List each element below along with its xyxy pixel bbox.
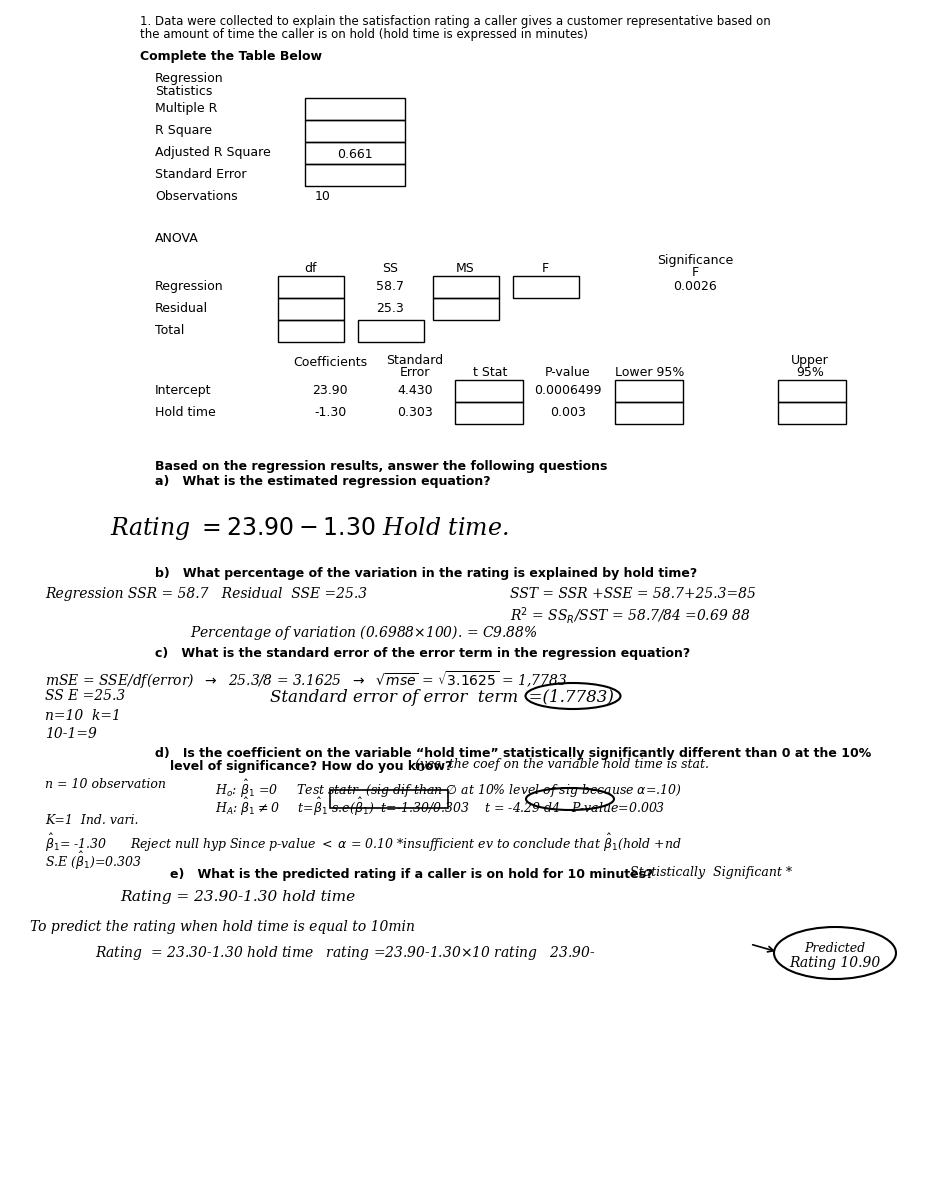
Text: H$_o$: $\hat{\beta}$$_1$ =0     Test statr  (sig dif than $\emptyset$ at 10% lev: H$_o$: $\hat{\beta}$$_1$ =0 Test statr (… [215, 778, 682, 800]
Text: P-value: P-value [545, 366, 591, 379]
Text: Standard: Standard [386, 354, 444, 367]
Text: Multiple R: Multiple R [155, 102, 218, 115]
Text: Rating = 23.90-1.30 hold time: Rating = 23.90-1.30 hold time [120, 890, 355, 904]
Text: 0.303: 0.303 [397, 406, 433, 419]
Text: ANOVA: ANOVA [155, 232, 199, 245]
Text: c)   What is the standard error of the error term in the regression equation?: c) What is the standard error of the err… [155, 647, 691, 660]
Text: SS E =25.3: SS E =25.3 [45, 689, 125, 703]
Text: $\hat{\beta}$$_1$= -1.30: $\hat{\beta}$$_1$= -1.30 [45, 832, 107, 854]
Text: Adjusted R Square: Adjusted R Square [155, 146, 271, 158]
Text: d)   Is the coefficient on the variable “hold time” statistically significantly : d) Is the coefficient on the variable “h… [155, 746, 871, 760]
Text: Rating $=23.90-1.30$ Hold time.: Rating $=23.90-1.30$ Hold time. [110, 515, 509, 542]
Text: 58.7: 58.7 [376, 280, 404, 293]
Bar [778, 380, 846, 402]
Text: level of significance? How do you know?: level of significance? How do you know? [170, 760, 452, 773]
Text: SS: SS [382, 262, 398, 275]
Text: Coefficients: Coefficients [293, 356, 367, 370]
Text: 23.90: 23.90 [312, 384, 348, 397]
Text: SST = SSR +SSE = 58.7+25.3=85: SST = SSR +SSE = 58.7+25.3=85 [510, 587, 756, 601]
Text: n=10  k=1: n=10 k=1 [45, 709, 121, 722]
Text: n = 10 observation: n = 10 observation [45, 778, 166, 791]
Text: Rating 10.90: Rating 10.90 [789, 956, 881, 970]
Text: e)   What is the predicted rating if a caller is on hold for 10 minutes?: e) What is the predicted rating if a cal… [170, 868, 654, 881]
Text: S.E ($\hat{\beta}$$_1$)=0.303: S.E ($\hat{\beta}$$_1$)=0.303 [45, 850, 142, 872]
Bar [305, 164, 405, 186]
Text: Intercept: Intercept [155, 384, 212, 397]
Text: t Stat: t Stat [473, 366, 507, 379]
Text: df: df [304, 262, 316, 275]
Bar [278, 320, 344, 342]
Text: Error: Error [400, 366, 430, 379]
Text: Regression: Regression [155, 280, 223, 293]
Text: -1.30: -1.30 [314, 406, 346, 419]
Text: Based on the regression results, answer the following questions: Based on the regression results, answer … [155, 460, 607, 473]
Text: 0.661: 0.661 [337, 148, 373, 161]
Text: Observations: Observations [155, 190, 237, 203]
Bar [305, 98, 405, 120]
Text: Standard Error: Standard Error [155, 168, 247, 181]
Text: R$^2$ = SS$_R$/SST = 58.7/84 =0.69 88: R$^2$ = SS$_R$/SST = 58.7/84 =0.69 88 [510, 605, 750, 626]
Text: Statistics: Statistics [155, 85, 212, 98]
Bar [330, 790, 448, 808]
Text: 0.0026: 0.0026 [674, 280, 717, 293]
Text: Standard error of error  term  =(1.7783): Standard error of error term =(1.7783) [270, 689, 614, 706]
Bar [615, 380, 683, 402]
Text: a)   What is the estimated regression equation?: a) What is the estimated regression equa… [155, 475, 491, 488]
Bar [305, 120, 405, 142]
Text: Predicted: Predicted [804, 942, 866, 955]
Text: H$_A$: $\hat{\beta}$$_1\neq$0     t=$\hat{\beta}$$_1$ s.e($\hat{\beta}$$_1$)  t=: H$_A$: $\hat{\beta}$$_1\neq$0 t=$\hat{\b… [215, 796, 665, 818]
Text: 0.003: 0.003 [550, 406, 586, 419]
Text: F: F [692, 266, 698, 278]
Text: 10-1=9: 10-1=9 [45, 727, 96, 740]
Bar [433, 298, 499, 320]
Text: 4.430: 4.430 [397, 384, 433, 397]
Text: Complete the Table Below: Complete the Table Below [140, 50, 322, 62]
Bar [513, 276, 579, 298]
Text: b)   What percentage of the variation in the rating is explained by hold time?: b) What percentage of the variation in t… [155, 566, 697, 580]
Text: 1. Data were collected to explain the satisfaction rating a caller gives a custo: 1. Data were collected to explain the sa… [140, 14, 771, 28]
Text: Total: Total [155, 324, 184, 337]
Bar [278, 276, 344, 298]
Bar [278, 298, 344, 320]
Bar [455, 380, 523, 402]
Bar [778, 402, 846, 424]
Text: K=1  Ind. vari.: K=1 Ind. vari. [45, 814, 138, 827]
Text: Reject null hyp Since p-value $<$ $\alpha$ = 0.10 *insufficient ev to conclude t: Reject null hyp Since p-value $<$ $\alph… [130, 832, 682, 854]
Text: 95%: 95% [797, 366, 824, 379]
Bar [305, 142, 405, 164]
Text: R Square: R Square [155, 124, 212, 137]
Text: Percentage of variation (0.6988$\times$100). = C9.88%: Percentage of variation (0.6988$\times$1… [190, 623, 537, 642]
Bar [358, 320, 424, 342]
Text: mSE = SSE/df(error)  $\rightarrow$  25.3/8 = 3.1625  $\rightarrow$  $\sqrt{mse}$: mSE = SSE/df(error) $\rightarrow$ 25.3/8… [45, 670, 568, 691]
Text: To predict the rating when hold time is equal to 10min: To predict the rating when hold time is … [30, 920, 415, 934]
Text: Regression: Regression [155, 72, 223, 85]
Text: 0.0006499: 0.0006499 [534, 384, 602, 397]
Text: Statistically  Significant *: Statistically Significant * [630, 866, 792, 878]
Text: (yes, the coef on the variable hold time is stat.: (yes, the coef on the variable hold time… [415, 758, 709, 770]
Text: Upper: Upper [791, 354, 829, 367]
Text: the amount of time the caller is on hold (hold time is expressed in minutes): the amount of time the caller is on hold… [140, 28, 588, 41]
Bar [615, 402, 683, 424]
Text: 25.3: 25.3 [377, 302, 404, 314]
Text: Hold time: Hold time [155, 406, 216, 419]
Text: Lower 95%: Lower 95% [615, 366, 685, 379]
Text: Regression SSR = 58.7   Residual  SSE =25.3: Regression SSR = 58.7 Residual SSE =25.3 [45, 587, 367, 601]
Text: Significance: Significance [657, 254, 733, 266]
Text: Residual: Residual [155, 302, 208, 314]
Bar [433, 276, 499, 298]
Text: MS: MS [456, 262, 474, 275]
Text: Rating  = 23.30-1.30 hold time   rating =23.90-1.30$\times$10 rating   23.90-: Rating = 23.30-1.30 hold time rating =23… [95, 944, 596, 962]
Bar [455, 402, 523, 424]
Text: F: F [541, 262, 549, 275]
Text: 10: 10 [315, 190, 331, 203]
